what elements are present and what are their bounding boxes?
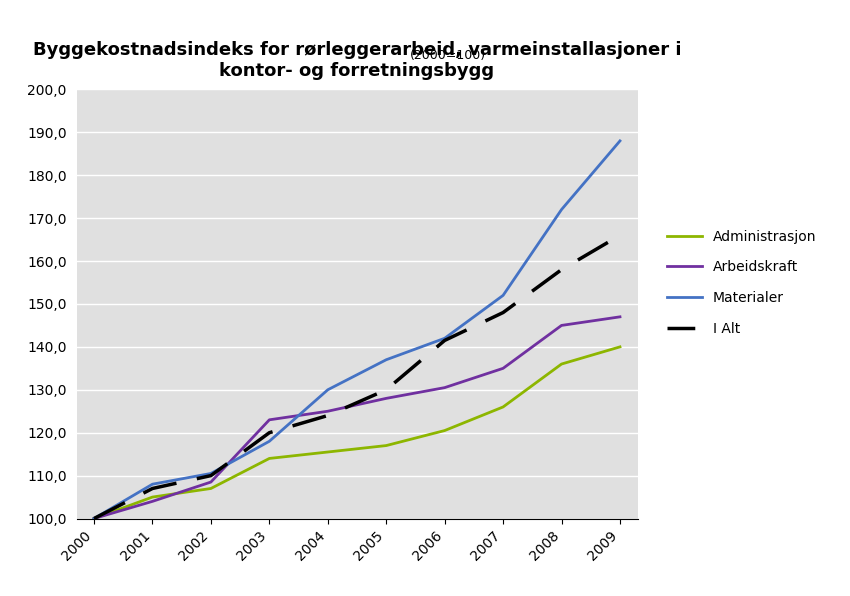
Text: (2000=100): (2000=100) (411, 48, 486, 61)
Title: Byggekostnadsindeks for rørleggerarbeid, varmeinstallasjoner i
kontor- og forret: Byggekostnadsindeks for rørleggerarbeid,… (33, 41, 681, 79)
Legend: Administrasjon, Arbeidskraft, Materialer, I Alt: Administrasjon, Arbeidskraft, Materialer… (661, 224, 822, 341)
